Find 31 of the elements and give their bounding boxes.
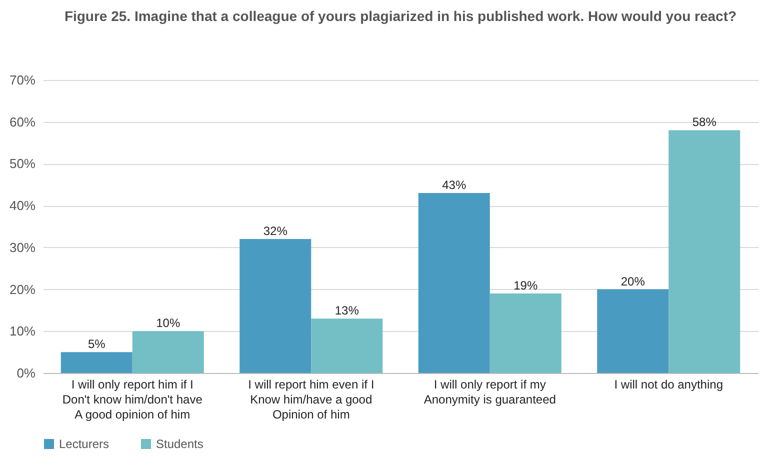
chart-title: Figure 25. Imagine that a colleague of yours plagiarized in his published work. How would you react? xyxy=(64,8,737,24)
data-label: 20% xyxy=(620,274,646,288)
legend-label: Students xyxy=(156,437,204,451)
bar xyxy=(240,239,312,373)
y-tick-label: 20% xyxy=(9,282,36,297)
x-tick-label: I will only report him if I Don't know him/don't have A good opinion of him xyxy=(62,378,203,422)
y-tick-label: 60% xyxy=(9,114,36,130)
bar xyxy=(311,318,383,373)
data-label: 43% xyxy=(442,178,466,192)
x-tick-label: I will report him even if I Know him/have a good Opinion of him xyxy=(248,378,374,422)
bar xyxy=(132,331,204,373)
x-tick-label: I will only report if my Anonymity is guaranteed xyxy=(424,378,556,406)
data-label: 10% xyxy=(156,316,180,330)
y-tick-label: 10% xyxy=(9,324,36,339)
legend-label: Lecturers xyxy=(59,437,110,451)
y-tick-label: 50% xyxy=(9,156,36,172)
data-label: 5% xyxy=(88,337,106,352)
y-tick-label: 30% xyxy=(9,240,36,255)
bar xyxy=(490,293,562,373)
x-tick-label: I will not do anything xyxy=(614,378,723,392)
y-tick-label: 70% xyxy=(9,72,36,88)
y-tick-label: 40% xyxy=(9,198,36,214)
data-label: 32% xyxy=(263,224,288,238)
data-label: 19% xyxy=(514,278,538,292)
data-label: 58% xyxy=(692,115,717,130)
bar xyxy=(668,130,740,373)
bar xyxy=(597,289,669,373)
bar xyxy=(418,193,490,373)
data-label: 13% xyxy=(334,304,360,318)
y-tick-label: 0% xyxy=(16,366,36,380)
bar xyxy=(60,352,132,373)
